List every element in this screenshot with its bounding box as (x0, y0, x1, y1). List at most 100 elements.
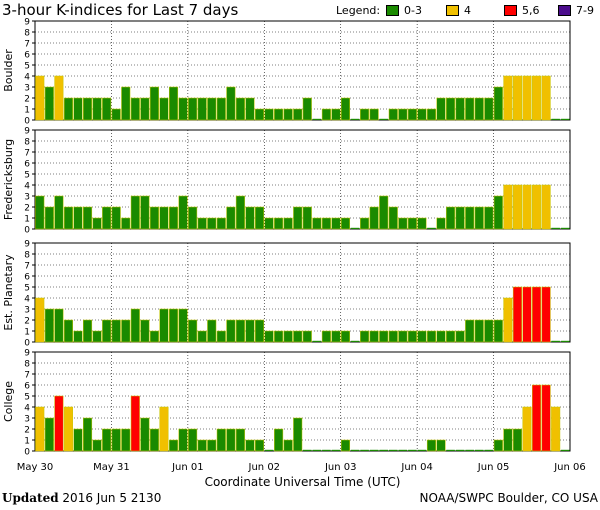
k-bar (512, 184, 522, 230)
k-bar (331, 217, 341, 230)
k-bar (44, 417, 54, 452)
k-bar (73, 428, 83, 452)
k-bar (302, 330, 312, 343)
k-bar (283, 330, 293, 343)
y-tick-label: 1 (24, 215, 30, 225)
k-bar (44, 206, 54, 230)
k-bar (350, 449, 360, 451)
x-tick-label: Jun 05 (477, 462, 510, 473)
y-tick-label: 4 (24, 295, 30, 305)
k-bar (388, 330, 398, 343)
k-bar (159, 308, 169, 343)
k-bar (83, 97, 93, 121)
k-bar (264, 217, 274, 230)
x-tick-label: Jun 02 (248, 462, 281, 473)
k-bar (83, 417, 93, 452)
k-bar (503, 297, 513, 343)
y-tick-label: 7 (24, 262, 30, 272)
panel-name: Fredericksburg (2, 139, 15, 220)
k-bar (436, 97, 446, 121)
k-bar (283, 108, 293, 121)
k-bar (331, 330, 341, 343)
k-bar (465, 449, 474, 451)
y-tick-label: 3 (24, 84, 30, 94)
k-bar (369, 449, 379, 451)
x-tick-label: May 31 (93, 462, 130, 473)
k-bar (197, 330, 207, 343)
y-tick-label: 2 (24, 204, 30, 214)
k-bar (207, 319, 217, 343)
k-bar (54, 75, 64, 121)
k-bar (493, 439, 503, 452)
k-bar (388, 449, 398, 451)
k-bar (178, 428, 188, 452)
k-bar (274, 108, 284, 121)
legend: Legend: 0-3 4 5,6 7-9 (318, 0, 600, 20)
y-tick-label: 2 (24, 317, 30, 327)
k-bar (465, 97, 475, 121)
k-bar (379, 195, 389, 230)
k-bar (102, 319, 112, 343)
k-bar (446, 449, 455, 451)
k-bar (503, 428, 513, 452)
k-bar (522, 286, 532, 343)
k-bar (312, 340, 322, 342)
k-bar (178, 308, 188, 343)
legend-text-5-6: 5,6 (522, 4, 540, 17)
k-bar (254, 319, 265, 343)
k-bar (321, 217, 331, 230)
k-bar (493, 86, 503, 121)
k-bar (293, 330, 303, 343)
x-tick-label: Jun 06 (553, 462, 586, 473)
k-bar (245, 319, 255, 343)
k-bar (398, 330, 408, 343)
y-tick-label: 1 (24, 106, 30, 116)
k-bar (274, 217, 284, 230)
k-bar (379, 449, 388, 451)
k-bar (216, 330, 226, 343)
k-bar (427, 227, 436, 229)
k-bar (149, 428, 159, 452)
k-bar (512, 75, 522, 121)
k-bar (245, 97, 255, 121)
k-bar (522, 75, 532, 121)
k-bar (312, 217, 322, 230)
y-tick-label: 6 (24, 51, 30, 61)
legend-text-0-3: 0-3 (404, 4, 422, 17)
k-bar (360, 330, 370, 343)
k-bar (436, 217, 446, 230)
k-bar (408, 449, 417, 451)
k-bar (551, 406, 561, 452)
x-axis-label: Coordinate Universal Time (UTC) (205, 475, 401, 489)
source-credit: NOAA/SWPC Boulder, CO USA (419, 491, 598, 505)
k-bar (44, 308, 54, 343)
k-bar (159, 206, 169, 230)
k-bar (541, 75, 551, 121)
k-bar (312, 118, 322, 120)
k-bar (44, 86, 54, 121)
k-bar (532, 184, 542, 230)
legend-text-7-9: 7-9 (576, 4, 594, 17)
y-tick-label: 2 (24, 95, 30, 105)
y-tick-label: 8 (24, 29, 30, 39)
k-bar (446, 330, 456, 343)
k-bar (73, 330, 83, 343)
k-bar (331, 449, 341, 451)
k-bar (560, 227, 570, 229)
y-tick-label: 5 (24, 62, 30, 72)
k-bar (283, 439, 293, 452)
y-tick-label: 5 (24, 393, 30, 403)
k-bar (102, 206, 112, 230)
y-tick-label: 6 (24, 382, 30, 392)
k-bar (121, 319, 131, 343)
y-tick-label: 8 (24, 138, 30, 148)
k-bar (63, 97, 73, 121)
k-bar (293, 108, 303, 121)
k-bar (111, 319, 121, 343)
k-bar (254, 206, 265, 230)
k-bar (379, 330, 389, 343)
k-bar (35, 75, 45, 121)
y-tick-label: 9 (24, 240, 30, 250)
